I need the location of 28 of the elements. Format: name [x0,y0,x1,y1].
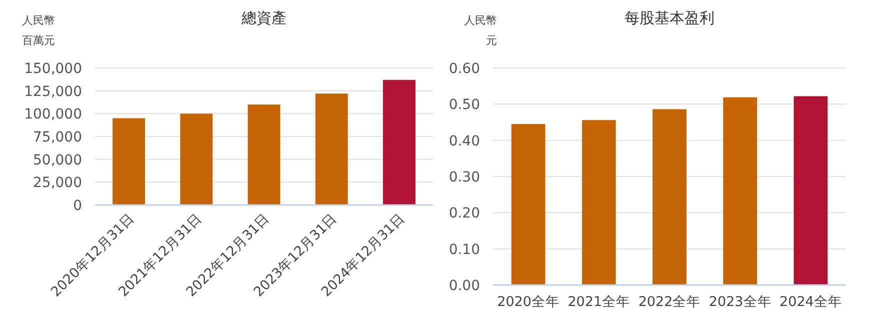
y-axis-title: 人民幣百萬元 [22,14,55,47]
chart-title: 總資產 [240,9,286,27]
y-tick-label: 0 [73,198,82,214]
y-axis-title: 人民幣元 [464,14,497,47]
y-tick-label: 25,000 [33,175,82,192]
x-tick-label: 2024全年 [780,294,842,310]
y-tick-label: 0.10 [448,242,480,258]
y-tick-label: 0.20 [448,206,480,222]
y-tick-label: 100,000 [24,106,82,123]
bar [180,114,213,205]
bar [112,118,146,205]
x-tick-label: 2022全年 [638,294,701,310]
bar [382,80,416,205]
y-tick-label: 50,000 [33,152,82,168]
y-tick-label: 75,000 [33,130,82,146]
chart-title: 每股基本盈利 [624,9,714,27]
x-tick-label: 2023全年 [708,294,772,310]
bar [315,94,348,205]
x-tick-label: 2020全年 [497,294,560,310]
y-tick-label: 0.00 [448,278,480,294]
bar [248,104,280,205]
y-tick-label: 125,000 [24,84,82,100]
y-tick-label: 150,000 [24,61,82,77]
y-tick-label: 0.50 [448,97,480,114]
y-tick-label: 0.40 [448,133,480,150]
y-tick-label: 0.60 [448,61,480,77]
x-tick-label: 2021全年 [568,294,630,310]
y-tick-label: 0.30 [448,170,480,186]
